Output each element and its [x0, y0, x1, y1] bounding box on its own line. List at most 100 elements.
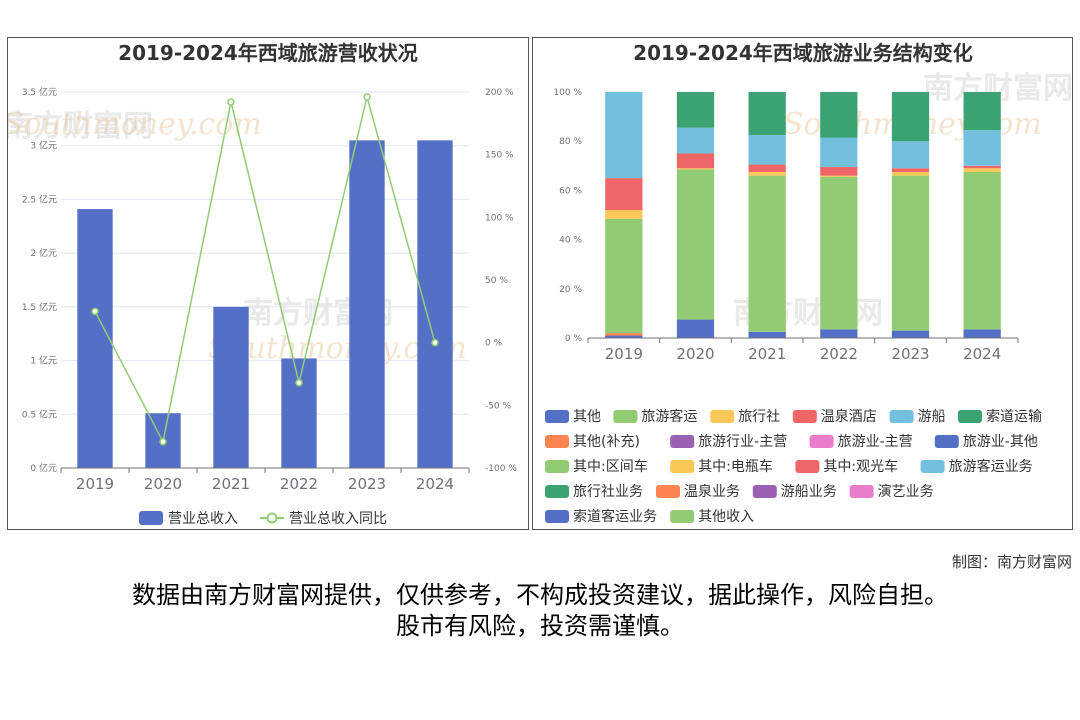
stack-segment: [605, 210, 643, 219]
stack-segment: [820, 167, 858, 176]
y-tick-label-left: 3.5 亿元: [22, 86, 57, 98]
stack-segment: [676, 153, 715, 169]
legend-swatch: [795, 460, 820, 473]
disclaimer-line-1: 数据由南方财富网提供，仅供参考，不构成投资建议，据此操作，风险自担。: [132, 581, 948, 609]
legend-swatch: [958, 410, 982, 423]
stack-segment: [748, 175, 786, 332]
structure-chart-panel: 南方财富网 Southmoney.com 南方财富网 2019-2024年西域旅…: [532, 37, 1073, 530]
x-tick-label: 2024: [416, 475, 454, 493]
yoy-point: [227, 98, 235, 106]
revenue-bar: [213, 306, 249, 468]
legend-label: 其他收入: [698, 509, 754, 525]
y-tick-label-left: 2 亿元: [30, 247, 57, 259]
legend-swatch: [613, 410, 638, 423]
revenue-chart: 南方财富网 Southmoney.com 南方财富网 Southmoney.co…: [8, 41, 517, 527]
legend-swatch: [752, 485, 777, 498]
y-tick-label-left: 3 亿元: [30, 140, 57, 152]
legend-swatch-marker: [266, 512, 278, 524]
x-tick-label: 2024: [963, 345, 1001, 363]
stack-segment: [891, 175, 930, 331]
stack-segment: [605, 333, 643, 336]
x-tick-label: 2022: [820, 345, 858, 363]
stack-segment: [963, 171, 1001, 330]
x-tick-label: 2022: [280, 475, 318, 493]
structure-chart: 南方财富网 Southmoney.com 南方财富网 2019-2024年西域旅…: [545, 41, 1072, 525]
legend-label: 其他(补充): [573, 434, 640, 450]
stack-segment: [676, 168, 715, 170]
stack-segment: [891, 168, 930, 172]
y-tick-label-left: 1 亿元: [30, 355, 57, 367]
yoy-point: [363, 93, 371, 101]
stack-segment: [676, 127, 715, 154]
x-tick-label: 2020: [144, 475, 182, 493]
stack-segment: [891, 141, 930, 169]
legend-label: 索道客运业务: [573, 508, 657, 525]
x-tick-label: 2019: [76, 475, 114, 493]
y-tick-label: 0 %: [565, 334, 583, 344]
y-tick-label-left: 2.5 亿元: [22, 193, 57, 205]
legend-swatch: [934, 435, 959, 448]
y-tick-label-right: 200 %: [485, 88, 514, 98]
x-tick-label: 2019: [605, 345, 643, 363]
legend-label: 索道运输: [986, 408, 1042, 425]
revenue-bar: [417, 140, 453, 468]
stack-segment: [605, 218, 643, 334]
legend-label-yoy: 营业总收入同比: [289, 511, 387, 527]
chart-title: 2019-2024年西域旅游营收状况: [118, 41, 418, 65]
watermark-brand: 南方财富网: [8, 109, 153, 144]
y-tick-label-left: 0 亿元: [30, 462, 57, 474]
disclaimer-line-2: 股市有风险，投资需谨慎。: [396, 612, 684, 640]
legend-label: 温泉业务: [684, 483, 740, 500]
chart-legend: 营业总收入 营业总收入同比: [139, 511, 387, 527]
revenue-chart-panel: 南方财富网 Southmoney.com 南方财富网 Southmoney.co…: [7, 37, 529, 530]
y-tick-label: 20 %: [559, 285, 582, 295]
watermark-url: Southmoney.com: [8, 107, 262, 142]
legend-swatch: [670, 510, 695, 523]
yoy-point: [431, 338, 439, 347]
stack-segment: [748, 164, 786, 172]
y-tick-label: 100 %: [553, 88, 582, 98]
x-tick-label: 2023: [891, 345, 929, 363]
stack-segment: [963, 168, 1001, 172]
legend-label-revenue: 营业总收入: [168, 511, 238, 527]
x-tick-label: 2021: [212, 475, 250, 493]
legend-label: 旅行社业务: [573, 484, 643, 500]
stack-segment: [963, 165, 1001, 169]
legend-label: 旅游客运: [641, 408, 697, 425]
legend-label: 旅游客运业务: [949, 458, 1033, 475]
stack-segment: [676, 319, 715, 338]
stack-segment: [820, 176, 858, 330]
stack-segment: [963, 130, 1001, 166]
legend-swatch: [545, 435, 569, 448]
stack-segment: [748, 331, 786, 338]
y-tick-label: 40 %: [559, 236, 582, 246]
legend-swatch: [545, 460, 569, 473]
legend-swatch: [545, 510, 569, 523]
legend-swatch: [670, 460, 695, 473]
stack-segment: [605, 92, 643, 179]
chart-credit: 制图：南方财富网: [951, 553, 1072, 571]
y-tick-label-right: -100 %: [485, 464, 517, 474]
revenue-bar: [349, 140, 385, 468]
y-tick-label-left: 1.5 亿元: [22, 301, 57, 313]
stack-segment: [605, 335, 643, 338]
disclaimer: 数据由南方财富网提供，仅供参考，不构成投资建议，据此操作，风险自担。 股市有风险…: [0, 580, 1080, 642]
legend-label: 演艺业务: [878, 484, 934, 500]
y-tick-label: 60 %: [559, 186, 582, 196]
legend-swatch-bar: [139, 511, 163, 525]
stack-segment: [820, 137, 858, 168]
stack-segment: [820, 175, 858, 177]
stack-segment: [820, 92, 858, 138]
chart-title: 2019-2024年西域旅游业务结构变化: [633, 41, 973, 65]
legend-label: 游船业务: [781, 484, 837, 500]
legend-label: 游船: [918, 409, 946, 425]
stack-segment: [891, 171, 930, 176]
legend-swatch: [656, 485, 680, 498]
legend-swatch: [889, 410, 914, 423]
legend-label: 旅行社: [738, 409, 780, 425]
stack-segment: [891, 330, 930, 338]
stack-segment: [676, 92, 715, 128]
legend-swatch: [920, 460, 945, 473]
legend-label: 其中:电瓶车: [698, 458, 773, 475]
